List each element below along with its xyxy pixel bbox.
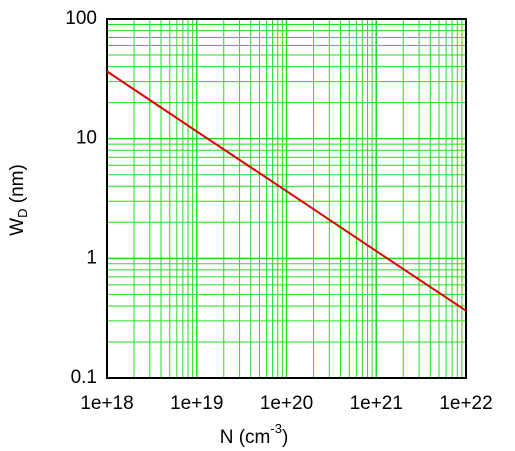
x-tick-label: 1e+19 [170,393,223,414]
y-label-sub: D [15,209,30,218]
plot-frame [106,18,467,379]
x-label-end: ) [282,427,288,448]
data-line [106,70,467,312]
x-label-main: N (cm [220,427,271,448]
x-label-sup: -3 [270,421,282,436]
x-tick-label: 1e+21 [350,393,403,414]
x-axis-label: N (cm-3) [220,421,289,448]
y-label-unit: (nm) [7,164,28,208]
y-tick-label: 0.1 [71,367,97,388]
y-tick-label: 100 [65,8,97,29]
y-tick-label: 10 [76,128,97,149]
x-tick-label: 1e+22 [439,393,492,414]
x-tick-label: 1e+18 [80,393,133,414]
y-axis-label: WD (nm) [7,164,30,236]
x-tick-label: 1e+20 [260,393,313,414]
y-tick-label: 1 [86,247,97,268]
y-label-main: W [7,218,28,236]
